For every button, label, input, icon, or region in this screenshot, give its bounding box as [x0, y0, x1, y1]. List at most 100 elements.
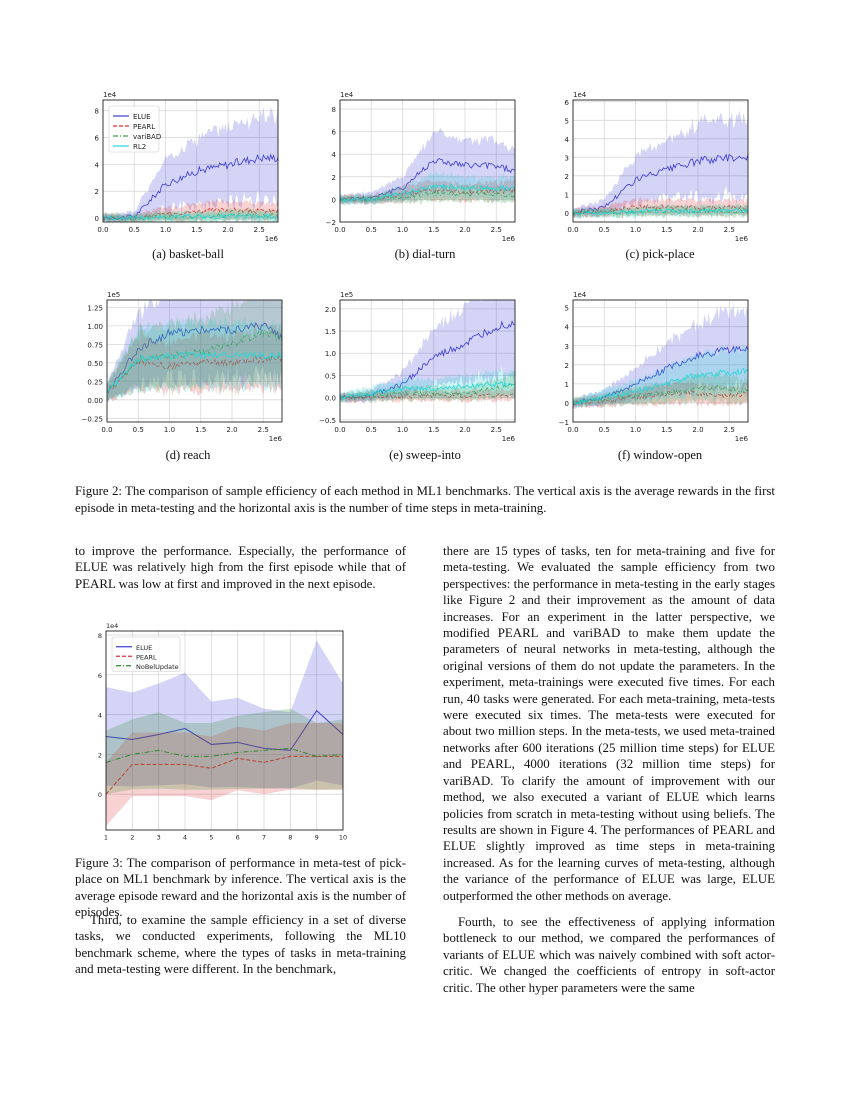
band-elue [573, 110, 748, 219]
x-tick-label: 1.5 [428, 226, 439, 234]
subcaption-f: (f) window-open [617, 448, 703, 462]
x-tick-label: 2.0 [692, 226, 703, 234]
band-rl2 [573, 203, 748, 219]
x-tick-label: 2.5 [724, 426, 735, 434]
legend-label: RL2 [133, 143, 146, 151]
x-tick-label: 0.0 [101, 426, 112, 434]
right-paragraph-2: Fourth, to see the effectiveness of appl… [443, 914, 775, 995]
series-line-varibad [102, 212, 279, 221]
band-elue [340, 300, 515, 404]
x-tick-label: 1 [104, 834, 108, 842]
y-tick-label: 6 [95, 135, 100, 143]
left-column: to improve the performance. Especially, … [75, 543, 406, 602]
x-tick-label: 6 [236, 834, 240, 842]
x-tick-label: 1.0 [397, 426, 408, 434]
y-tick-label: 1.0 [325, 350, 336, 358]
y-scale-label: 1e4 [573, 91, 587, 99]
x-scale-label: 1e6 [735, 235, 749, 243]
legend-label: NoBelUpdate [136, 663, 179, 671]
legend-label: ELUE [133, 113, 151, 121]
series-line-rl2 [102, 213, 279, 221]
x-scale-label: 1e6 [502, 435, 516, 443]
x-tick-label: 0.0 [567, 226, 578, 234]
left-paragraph-1: to improve the performance. Especially, … [75, 544, 406, 591]
x-tick-label: 1.0 [630, 226, 641, 234]
x-tick-label: 1.5 [428, 426, 439, 434]
band-varibad [340, 183, 515, 206]
subplot-reach: −0.25 0.00 0.25 0.50 0.75 1.00 1.25 0.0 0.5 1.0 1.… [75, 288, 285, 450]
y-tick-label: −2 [326, 219, 336, 227]
subcaption-e: (e) sweep-into [389, 448, 461, 462]
y-tick-label: 1.25 [87, 304, 103, 312]
subplot-sweep-into: −0.5 0.0 0.5 1.0 1.5 2.0 0.0 0.5 1.0 1.5 2.0 2.5 1e5… [312, 288, 522, 450]
band-pearl [107, 322, 282, 402]
y-tick-label: 2 [565, 362, 569, 370]
x-tick-label: 2.5 [258, 426, 269, 434]
x-tick-label: 1.5 [195, 426, 206, 434]
x-tick-label: 2.5 [491, 226, 502, 234]
band-varibad [573, 203, 748, 219]
x-tick-label: 0.0 [334, 226, 345, 234]
subcaption-d: (d) reach [165, 448, 211, 462]
y-tick-label: −0.25 [82, 415, 103, 423]
x-tick-label: 10 [339, 834, 347, 842]
y-tick-label: 4 [332, 151, 337, 159]
subcaption-b: (b) dial-turn [394, 247, 456, 261]
y-tick-label: 4 [565, 136, 570, 144]
band-nobeliefupdate [106, 708, 343, 795]
y-tick-label: 5 [565, 305, 569, 313]
x-tick-label: 2 [130, 834, 134, 842]
y-tick-label: 0 [98, 791, 102, 799]
y-scale-label: 1e4 [106, 622, 118, 630]
y-tick-label: 2 [332, 174, 336, 182]
series-line-varibad [106, 329, 283, 392]
band-elue [340, 127, 515, 206]
x-scale-label: 1e6 [735, 435, 749, 443]
y-tick-label: 8 [332, 106, 336, 114]
series-line-pearl [106, 355, 283, 394]
y-tick-label: 8 [95, 108, 99, 116]
x-tick-label: 2.0 [692, 426, 703, 434]
y-tick-label: 2 [565, 173, 569, 181]
x-tick-label: 7 [262, 834, 266, 842]
y-scale-label: 1e5 [107, 291, 120, 299]
figure3-caption: Figure 3: The comparison of performance … [75, 856, 406, 920]
axes-frame [572, 99, 749, 223]
y-tick-label: 3 [565, 154, 569, 162]
left-paragraph-2: Third, to examine the sample efficiency … [75, 913, 406, 977]
x-scale-label: 1e6 [269, 435, 283, 443]
series-line-rl2 [572, 207, 749, 216]
series-line-elue [572, 345, 749, 406]
x-scale-label: 1e6 [502, 235, 516, 243]
y-tick-label: 0 [565, 210, 569, 218]
y-tick-label: 0.5 [325, 372, 336, 380]
y-tick-label: 4 [565, 324, 570, 332]
axes-frame [339, 299, 516, 423]
axes-frame [572, 299, 749, 423]
x-tick-label: 9 [315, 834, 319, 842]
legend-label: PEARL [133, 123, 155, 131]
x-tick-label: 0.0 [334, 426, 345, 434]
y-tick-label: 0.50 [87, 360, 103, 368]
y-tick-label: 0.0 [325, 395, 336, 403]
series-line-rl2 [339, 183, 516, 203]
axes-frame [106, 299, 283, 423]
subplot-dial-turn: −2 0 2 4 6 8 0.0 0.5 1.0 1.5 2.0 2.5 1e4 1e6 [312, 88, 522, 250]
subplot-window-open: −1 0 1 2 3 4 5 0.0 0.5 1.0 1.5 2.0 2.5 1e4 1e6 [545, 288, 755, 450]
legend-label: variBAD [133, 133, 161, 141]
x-tick-label: 1.0 [160, 226, 171, 234]
series-line-elue [102, 153, 279, 221]
legend-box [108, 105, 160, 153]
x-scale-label: 1e6 [265, 235, 279, 243]
x-tick-label: 2.5 [491, 426, 502, 434]
band-rl2 [340, 170, 515, 206]
y-tick-label: 6 [565, 99, 570, 107]
x-tick-label: 1.5 [661, 426, 672, 434]
y-tick-label: −1 [559, 419, 569, 427]
axes-frame [105, 630, 344, 831]
series-line-varibad [572, 208, 749, 216]
x-tick-label: 1.0 [397, 226, 408, 234]
series-line-elue [106, 322, 283, 394]
y-tick-label: 2.0 [325, 306, 336, 314]
x-tick-label: 1.0 [164, 426, 175, 434]
